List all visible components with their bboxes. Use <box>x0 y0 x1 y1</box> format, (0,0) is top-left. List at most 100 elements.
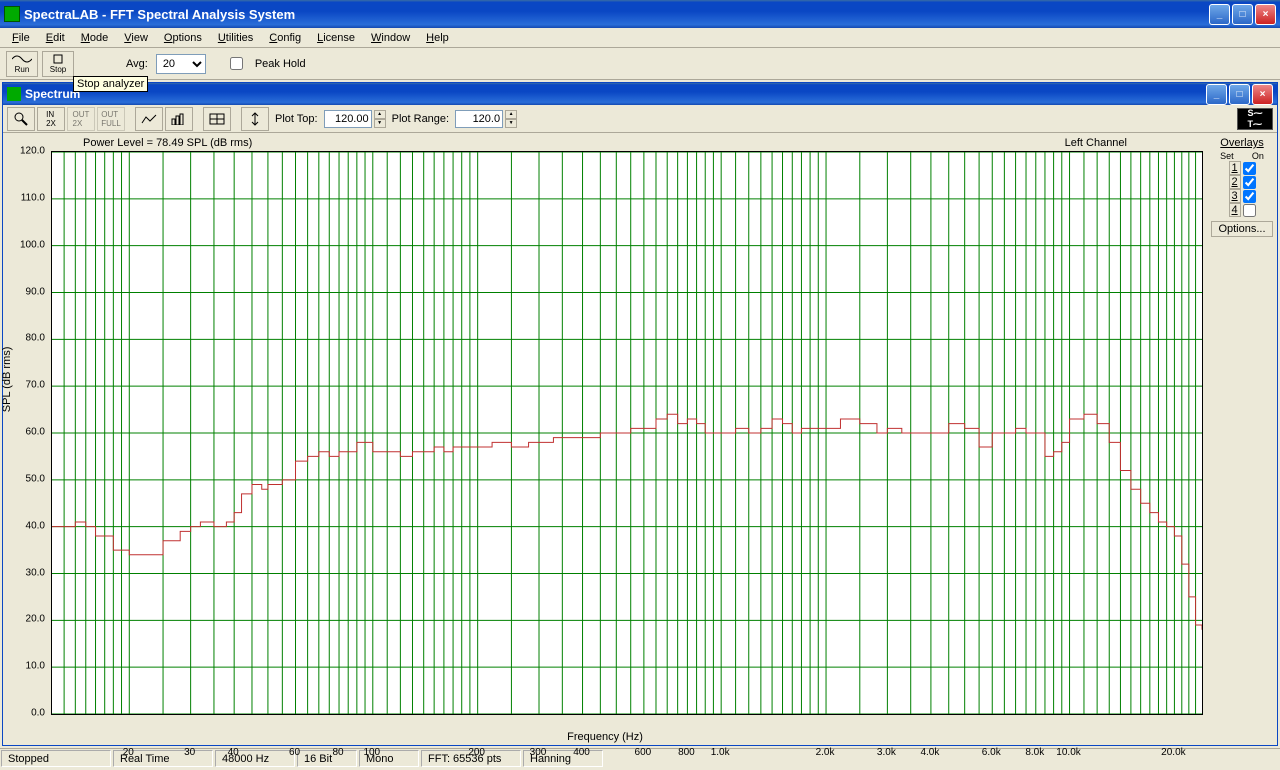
spectrum-close-button[interactable]: × <box>1252 84 1273 105</box>
plot-range-label: Plot Range: <box>392 113 449 125</box>
ytick: 0.0 <box>31 708 49 719</box>
menu-window[interactable]: Window <box>363 30 418 46</box>
ytick: 110.0 <box>21 192 49 203</box>
zoom-out-2x-button[interactable]: OUT2X <box>67 107 95 131</box>
xtick: 2.0k <box>816 745 835 758</box>
menubar: FileEditModeViewOptionsUtilitiesConfigLi… <box>0 28 1280 48</box>
xtick: 400 <box>573 745 590 758</box>
avg-label: Avg: <box>126 58 148 70</box>
overlay-row-3: 3 <box>1211 189 1273 203</box>
xtick: 20 <box>123 745 134 758</box>
bar-view-button[interactable] <box>165 107 193 131</box>
y-axis-label: SPL (dB rms) <box>1 347 13 413</box>
status-cell-0: Stopped <box>1 750 111 767</box>
ytick: 30.0 <box>26 567 49 578</box>
vrange-button[interactable] <box>241 107 269 131</box>
main-titlebar: SpectraLAB - FFT Spectral Analysis Syste… <box>0 0 1280 28</box>
overlay-row-2: 2 <box>1211 175 1273 189</box>
xtick: 60 <box>289 745 300 758</box>
peak-hold-label: Peak Hold <box>255 58 306 70</box>
overlay-set-2[interactable]: 2 <box>1229 175 1241 189</box>
xtick: 80 <box>332 745 343 758</box>
overlay-on-1[interactable] <box>1243 162 1256 175</box>
xtick: 8.0k <box>1025 745 1044 758</box>
xtick: 40 <box>228 745 239 758</box>
zoom-out-full-button[interactable]: OUTFULL <box>97 107 125 131</box>
zoom-icon[interactable] <box>7 107 35 131</box>
main-toolbar: Run Stop Avg: 20 Peak Hold <box>0 48 1280 80</box>
overlay-on-4[interactable] <box>1243 204 1256 217</box>
overlay-row-4: 4 <box>1211 203 1273 217</box>
menu-edit[interactable]: Edit <box>38 30 73 46</box>
menu-mode[interactable]: Mode <box>73 30 117 46</box>
xtick: 800 <box>678 745 695 758</box>
menu-file[interactable]: File <box>4 30 38 46</box>
line-view-button[interactable] <box>135 107 163 131</box>
stop-tooltip: Stop analyzer <box>73 76 148 92</box>
overlay-set-1[interactable]: 1 <box>1229 161 1241 175</box>
peak-hold-checkbox[interactable] <box>230 57 243 70</box>
power-level-label: Power Level = 78.49 SPL (dB rms) <box>83 137 252 149</box>
ytick: 10.0 <box>26 661 49 672</box>
ytick: 20.0 <box>26 614 49 625</box>
menu-help[interactable]: Help <box>418 30 457 46</box>
xtick: 200 <box>468 745 485 758</box>
xtick: 300 <box>530 745 547 758</box>
overlay-set-4[interactable]: 4 <box>1229 203 1241 217</box>
spectrum-minimize-button[interactable]: _ <box>1206 84 1227 105</box>
xtick: 100 <box>363 745 380 758</box>
spectrum-window: Spectrum Stop analyzer _ □ × IN2X OUT2X … <box>2 82 1278 746</box>
plot-top-label: Plot Top: <box>275 113 318 125</box>
minimize-button[interactable]: _ <box>1209 4 1230 25</box>
menu-options[interactable]: Options <box>156 30 210 46</box>
ytick: 100.0 <box>20 239 49 250</box>
plot-top-spinner[interactable]: ▲▼ <box>374 110 386 128</box>
ytick: 60.0 <box>26 427 49 438</box>
menu-config[interactable]: Config <box>261 30 309 46</box>
st-badge-icon: S⁓T⁓ <box>1237 108 1273 130</box>
overlays-panel: Overlays SetOn 1234 Options... <box>1207 133 1277 745</box>
plot-top-input[interactable] <box>324 110 372 128</box>
xtick: 1.0k <box>711 745 730 758</box>
spectrum-icon <box>7 87 21 101</box>
xtick: 600 <box>635 745 652 758</box>
ytick: 50.0 <box>26 473 49 484</box>
xtick: 30 <box>184 745 195 758</box>
maximize-button[interactable]: □ <box>1232 4 1253 25</box>
plot-range-spinner[interactable]: ▲▼ <box>505 110 517 128</box>
avg-select[interactable]: 20 <box>156 54 206 74</box>
ytick: 90.0 <box>26 286 49 297</box>
stop-button[interactable]: Stop <box>42 51 74 77</box>
run-button[interactable]: Run <box>6 51 38 77</box>
xtick: 6.0k <box>982 745 1001 758</box>
grid-button[interactable] <box>203 107 231 131</box>
app-icon <box>4 6 20 22</box>
spectrum-maximize-button[interactable]: □ <box>1229 84 1250 105</box>
plot-range-input[interactable] <box>455 110 503 128</box>
overlay-on-3[interactable] <box>1243 190 1256 203</box>
xtick: 4.0k <box>920 745 939 758</box>
ytick: 120.0 <box>20 146 49 157</box>
overlay-on-2[interactable] <box>1243 176 1256 189</box>
main-title: SpectraLAB - FFT Spectral Analysis Syste… <box>24 7 1209 22</box>
overlays-title: Overlays <box>1211 137 1273 149</box>
overlay-row-1: 1 <box>1211 161 1273 175</box>
spectrum-toolbar: IN2X OUT2X OUTFULL Plot Top: ▲▼ Plot Ran… <box>3 105 1277 133</box>
x-axis-label: Frequency (Hz) <box>567 731 643 743</box>
chart-area: Power Level = 78.49 SPL (dB rms) Left Ch… <box>3 133 1277 745</box>
options-button[interactable]: Options... <box>1211 221 1273 237</box>
ytick: 80.0 <box>26 333 49 344</box>
zoom-in-2x-button[interactable]: IN2X <box>37 107 65 131</box>
menu-utilities[interactable]: Utilities <box>210 30 261 46</box>
xtick: 10.0k <box>1056 745 1080 758</box>
close-button[interactable]: × <box>1255 4 1276 25</box>
spectrum-title: Spectrum <box>25 87 1206 101</box>
menu-view[interactable]: View <box>116 30 156 46</box>
overlay-set-3[interactable]: 3 <box>1229 189 1241 203</box>
menu-license[interactable]: License <box>309 30 363 46</box>
spectrum-titlebar: Spectrum Stop analyzer _ □ × <box>3 83 1277 105</box>
ytick: 40.0 <box>26 520 49 531</box>
status-cell-3: 16 Bit <box>297 750 357 767</box>
channel-label: Left Channel <box>1065 137 1127 149</box>
xtick: 20.0k <box>1161 745 1185 758</box>
